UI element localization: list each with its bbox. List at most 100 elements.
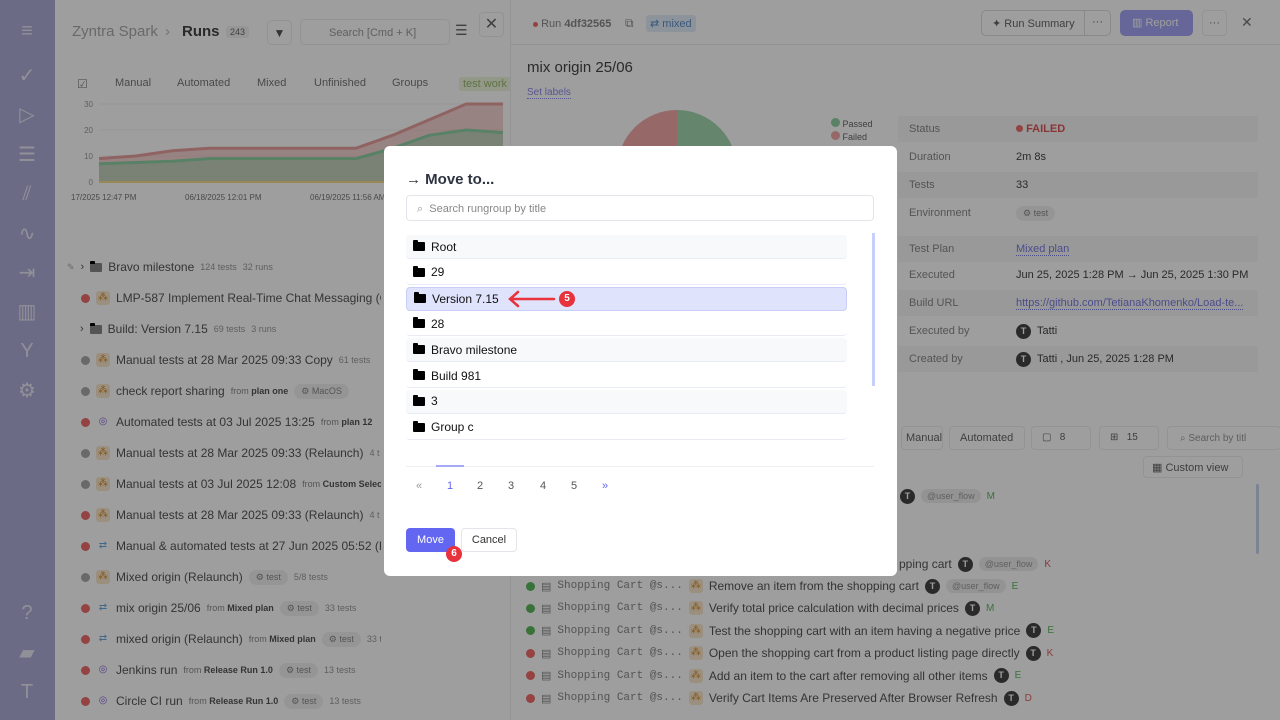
check-icon[interactable]: ✓ — [18, 65, 36, 87]
run-row[interactable]: ⇄ mixed origin (Relaunch) from Mixed plan ⚙… — [81, 629, 381, 649]
test-row[interactable]: ▤ Shopping Cart @s... ⁂ Verify Cart Items A… — [526, 688, 1032, 708]
run-row[interactable]: ⁂ Manual tests at 03 Jul 2025 12:08 from C… — [81, 474, 381, 494]
rungroup-item[interactable]: 29 — [406, 261, 847, 285]
page-3[interactable]: 3 — [508, 480, 515, 492]
select-all-icon[interactable]: ☑ — [77, 77, 88, 91]
test-row[interactable]: ▤ Shopping Cart @s... ⁂ Test the shopping c… — [526, 621, 1054, 641]
more-options-icon[interactable]: ··· — [1202, 10, 1227, 36]
test-priority: K — [1044, 558, 1052, 570]
search-tests-input[interactable]: ⌕ Search by titl — [1167, 426, 1280, 450]
menu-icon[interactable]: ≡ — [21, 20, 33, 42]
page-2[interactable]: 2 — [477, 480, 484, 492]
run-summary-button[interactable]: ✦ Run Summary ··· — [981, 10, 1111, 36]
run-row[interactable]: ◎ Circle CI run from Release Run 1.0 ⚙ test… — [81, 691, 361, 711]
run-row[interactable]: ◎ Automated tests at 03 Jul 2025 13:25 fro… — [81, 412, 372, 432]
list-check-icon[interactable]: ☰ — [18, 144, 36, 166]
group-runs: 3 runs — [251, 324, 277, 334]
branch-icon[interactable]: Y — [20, 340, 34, 362]
rungroup-search-input[interactable]: ⌕ Search rungroup by title — [406, 195, 874, 221]
rungroup-item[interactable]: Build 981 — [406, 364, 847, 388]
run-row[interactable]: ⁂ LMP-587 Implement Real-Time Chat Messag… — [81, 288, 381, 308]
tab-mixed[interactable]: Mixed — [257, 77, 287, 89]
help-icon[interactable]: ? — [21, 602, 33, 624]
run-row[interactable]: ⁂ Manual tests at 28 Mar 2025 09:33 (Rela… — [81, 505, 380, 525]
close-panel-icon[interactable]: ✕ — [1241, 14, 1253, 30]
page-first[interactable]: « — [416, 480, 423, 492]
tab-automated[interactable]: Automated — [177, 77, 231, 89]
tab-groups[interactable]: Groups — [392, 77, 429, 89]
test-row[interactable]: ▤ Shopping Cart @s... ⁂ Add an item to the … — [526, 666, 1021, 686]
run-row[interactable]: ◎ Jenkins run from Release Run 1.0 ⚙ test 13… — [81, 660, 356, 680]
rungroup-item[interactable]: 3 — [406, 389, 847, 414]
mixed-run-icon: ⇄ — [98, 602, 108, 613]
import-icon[interactable]: ⇥ — [18, 262, 36, 284]
run-row[interactable]: ⁂ check report sharing from plan one ⚙ MacO… — [81, 381, 349, 401]
chart-icon[interactable]: ▥ — [17, 301, 37, 323]
status-value: FAILED — [1016, 123, 1065, 135]
test-row-partial[interactable]: T @user_flow M — [900, 486, 995, 506]
filter-icon[interactable]: ▼ — [267, 20, 292, 45]
gear-icon[interactable]: ⚙ — [18, 380, 36, 402]
run-group-row[interactable]: ✎ › Bravo milestone 124 tests 32 runs — [67, 257, 273, 277]
page-indicator — [436, 465, 464, 467]
status-passed-icon — [526, 581, 535, 591]
folders-icon[interactable]: ▰ — [19, 642, 35, 664]
play-icon[interactable]: ▷ — [19, 104, 35, 126]
breadcrumb-project[interactable]: Zyntra Spark — [72, 23, 158, 40]
environment-chip: ⚙ test — [1016, 205, 1056, 221]
rungroup-item[interactable]: Version 7.15 — [406, 286, 847, 311]
run-row[interactable]: ⇄ mix origin 25/06 from Mixed plan ⚙ test 33… — [81, 598, 356, 618]
filter-automated[interactable]: Automated — [949, 426, 1025, 450]
filter-notes[interactable]: ⊞ 15 — [1099, 426, 1159, 450]
tab-test-work[interactable]: test work — [459, 77, 510, 91]
test-row[interactable]: ▤ Shopping Cart @s... ⁂ Open the shopping c… — [526, 643, 1053, 663]
report-button[interactable]: ▥ Report — [1120, 10, 1193, 36]
custom-view-button[interactable]: ▦ Custom view — [1143, 456, 1243, 478]
tab-manual[interactable]: Manual — [115, 77, 152, 89]
status-failed-icon — [81, 541, 90, 551]
filter-comments[interactable]: ▢ 8 — [1031, 426, 1091, 450]
page-4[interactable]: 4 — [540, 480, 547, 492]
test-row[interactable]: ▤ Shopping Cart @s... ⁂ Remove an item from… — [526, 576, 1018, 596]
detail-link[interactable]: https://github.com/TetianaKhomenko/Load-… — [1016, 296, 1244, 310]
run-plan: from Custom Selecti — [302, 479, 381, 489]
test-row-partial[interactable]: pping cart T @user_flow K — [899, 554, 1051, 574]
page-5[interactable]: 5 — [571, 480, 578, 492]
run-row[interactable]: ⁂ Mixed origin (Relaunch) ⚙ test 5/8 tests — [81, 567, 328, 587]
rungroup-item[interactable]: 28 — [406, 312, 847, 337]
run-row[interactable]: ⇄ Manual & automated tests at 27 Jun 2025… — [81, 536, 381, 556]
environment-label: test — [301, 695, 317, 706]
run-tests-count: 33 tests — [324, 603, 357, 613]
copy-icon[interactable]: ⧉ — [625, 16, 634, 30]
page-1[interactable]: 1 — [447, 480, 454, 492]
detail-link[interactable]: Mixed plan — [1016, 242, 1070, 256]
group-tests: 124 tests — [200, 262, 237, 272]
manual-test-icon: ⁂ — [688, 601, 703, 616]
search-input[interactable]: Search [Cmd + K] — [300, 19, 450, 45]
run-group-row[interactable]: › Build: Version 7.15 69 tests 3 runs — [80, 319, 276, 339]
test-row[interactable]: ▤ Shopping Cart @s... ⁂ Verify total price … — [526, 598, 994, 618]
chevron-right-icon[interactable]: › — [80, 261, 85, 273]
settings-sliders-icon[interactable]: ☰ — [455, 22, 468, 38]
avatar-icon[interactable]: T — [20, 681, 34, 703]
rungroup-item[interactable]: Group c — [406, 416, 847, 440]
pulse-icon[interactable]: ∿ — [18, 223, 36, 245]
run-row[interactable]: ⁂ Manual tests at 28 Mar 2025 09:33 Copy 6… — [81, 350, 370, 370]
run-row[interactable]: ⁂ Manual tests at 28 Mar 2025 09:33 (Rela… — [81, 443, 380, 463]
annotation-arrow-icon — [508, 290, 556, 308]
close-icon[interactable]: ✕ — [479, 12, 504, 37]
chevron-right-icon[interactable]: › — [80, 323, 84, 335]
steps-icon[interactable]: ⫽ — [22, 183, 32, 205]
page-last[interactable]: » — [602, 480, 609, 492]
filter-manual[interactable]: Manual — [901, 426, 943, 450]
run-title: Manual tests at 28 Mar 2025 09:33 Copy — [116, 353, 333, 367]
rungroup-item[interactable]: Root — [406, 235, 847, 259]
tab-unfinished[interactable]: Unfinished — [314, 77, 366, 89]
cancel-button[interactable]: Cancel — [461, 528, 517, 552]
rungroup-item[interactable]: Bravo milestone — [406, 338, 847, 363]
pin-icon[interactable]: ✎ — [67, 261, 75, 272]
list-scrollbar[interactable] — [872, 233, 875, 386]
more-icon[interactable]: ··· — [1084, 11, 1110, 35]
set-labels-link[interactable]: Set labels — [527, 87, 571, 99]
scrollbar[interactable] — [1256, 484, 1259, 554]
